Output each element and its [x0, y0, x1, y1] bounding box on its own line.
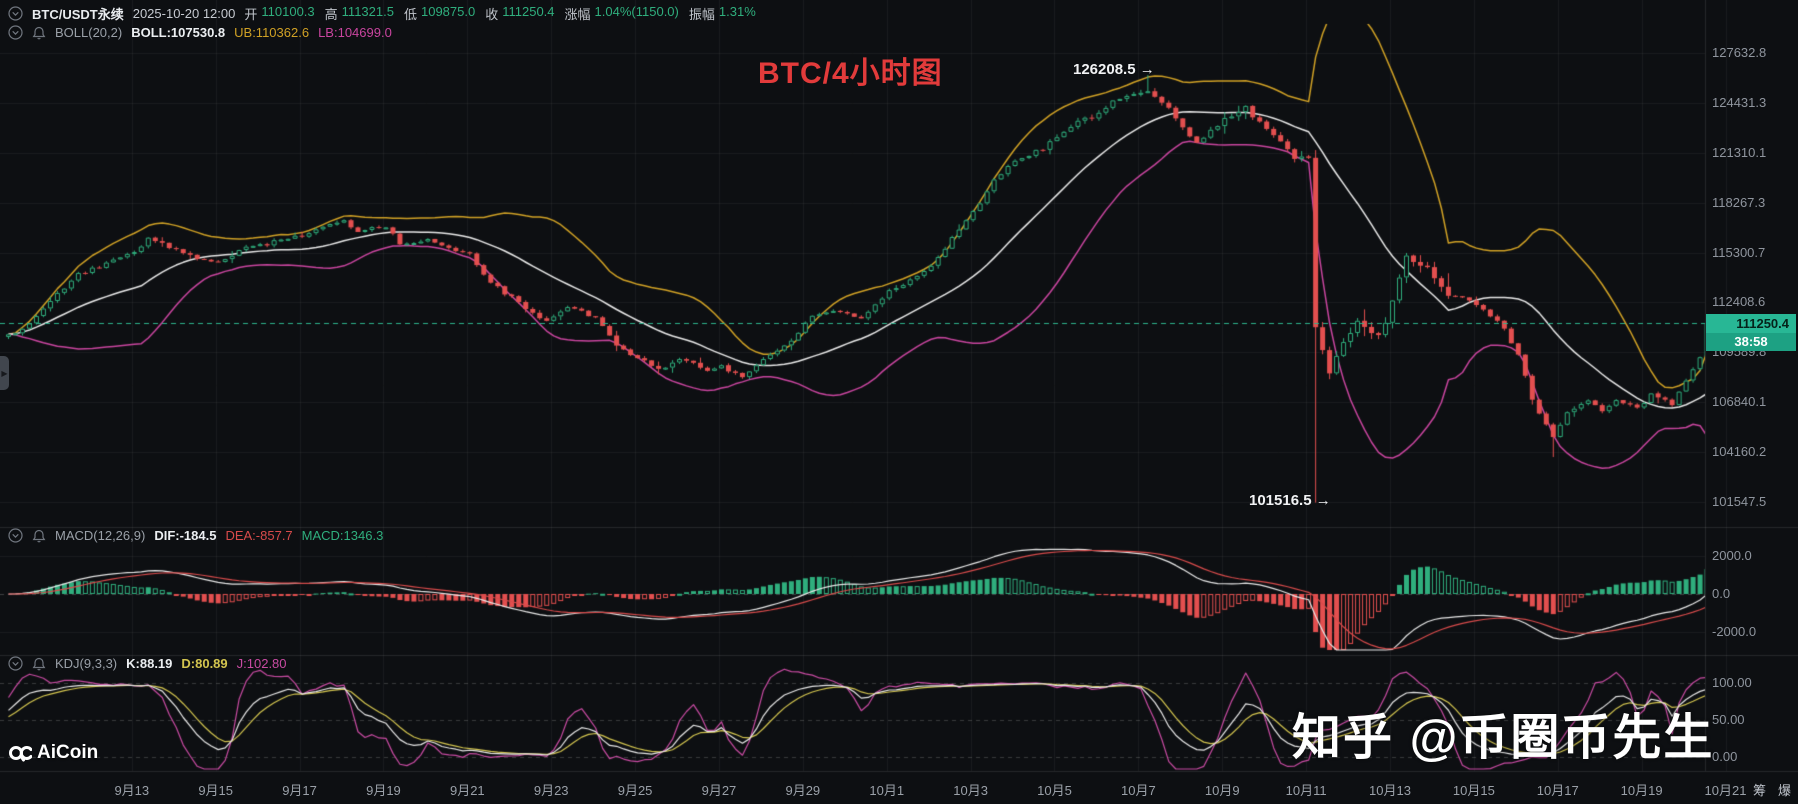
last-price-tag[interactable]: 111250.4: [1706, 313, 1796, 333]
ohlc-field-value: 1.04%(1150.0): [594, 4, 679, 19]
left-panel-handle[interactable]: ▶: [0, 356, 9, 390]
macd-axis-label: 0.0: [1712, 586, 1731, 601]
ohlc-field-label: 振幅: [688, 7, 715, 22]
kdj-axis-label: 0.00: [1712, 749, 1738, 764]
time-axis-label: 9月13: [114, 783, 150, 798]
kdj-legend: KDJ(9,3,3) K:88.19 D:80.89 J:102.80: [8, 656, 287, 671]
ohlc-field-value: 1.31%: [718, 4, 756, 19]
ohlc-field: 低 109875.0: [404, 4, 475, 23]
ohlc-field: 高 111321.5: [325, 4, 394, 23]
time-axis-label: 10月15: [1452, 783, 1495, 798]
price-axis-label: 112408.6: [1712, 294, 1766, 310]
ohlc-field-value: 109875.0: [420, 4, 476, 19]
time-axis-label: 10月7: [1121, 783, 1156, 798]
ohlc-field: 涨幅 1.04%(1150.0): [565, 4, 679, 23]
ohlc-field-value: 110100.3: [261, 4, 315, 19]
macd-dea-value: DEA:-857.7: [225, 528, 293, 543]
macd-legend: MACD(12,26,9) DIF:-184.5 DEA:-857.7 MACD…: [8, 528, 383, 543]
time-axis-label: 9月21: [449, 783, 485, 798]
collapse-chevron-icon[interactable]: [8, 25, 23, 40]
price-axis-label: 118267.3: [1712, 194, 1766, 210]
chart-title: BTC/4小时图: [758, 57, 943, 90]
ohlc-field-label: 开: [244, 7, 258, 22]
kdj-axis-label: 50.00: [1712, 712, 1745, 727]
aicoin-logo: AiCoin: [8, 742, 98, 764]
time-axis-label: 10月3: [953, 783, 988, 798]
alert-bell-icon[interactable]: [32, 657, 46, 671]
collapse-chevron-icon[interactable]: [8, 656, 23, 671]
chips-distribution-button[interactable]: 筹: [1753, 783, 1767, 798]
kdj-k-value: K:88.19: [126, 656, 173, 671]
time-axis-label: 10月11: [1285, 783, 1327, 798]
ohlc-legend: BTC/USDT永续 2025-10-20 12:00 开 110100.3 高…: [8, 4, 756, 23]
price-axis-label: 115300.7: [1712, 244, 1766, 260]
watermark: 知乎 @币圈币先生: [1292, 711, 1715, 765]
kdj-axis-label: 100.00: [1712, 675, 1752, 690]
aicoin-logo-icon: [8, 743, 32, 763]
candle-countdown-tag: 38:58: [1706, 332, 1796, 351]
macd-dif-value: DIF:-184.5: [154, 528, 217, 543]
time-axis-label: 9月23: [533, 783, 569, 798]
symbol-label[interactable]: BTC/USDT永续: [32, 7, 124, 22]
time-axis-label: 10月1: [869, 783, 905, 798]
ohlc-field-label: 收: [485, 7, 499, 22]
macd-axis-label: 2000.0: [1712, 548, 1752, 563]
collapse-chevron-icon[interactable]: [8, 6, 23, 21]
kdj-indicator-name[interactable]: KDJ(9,3,3): [55, 656, 118, 671]
ohlc-field: 开 110100.3: [244, 4, 314, 23]
ohlc-field-value: 111321.5: [341, 4, 394, 19]
collapse-chevron-icon[interactable]: [8, 528, 23, 543]
time-axis-label: 10月9: [1204, 783, 1240, 798]
datetime-label: 2025-10-20 12:00: [132, 6, 236, 21]
price-axis-label: 101547.5: [1712, 494, 1767, 509]
time-axis-label: 9月15: [198, 783, 234, 798]
macd-indicator-name[interactable]: MACD(12,26,9): [55, 528, 146, 543]
alert-bell-icon[interactable]: [32, 26, 46, 40]
price-axis-label: 127632.8: [1712, 45, 1767, 60]
boll-ub-value: UB:110362.6: [234, 25, 310, 40]
price-axis-label: 121310.1: [1712, 144, 1767, 160]
annotation-marked-high: 126208.5 →: [1073, 61, 1155, 78]
boll-legend: BOLL(20,2) BOLL:107530.8 UB:110362.6 LB:…: [8, 25, 392, 40]
liquidation-button[interactable]: 爆: [1778, 783, 1792, 798]
aicoin-logo-text: AiCoin: [37, 742, 99, 763]
time-axis-label: 10月17: [1536, 783, 1579, 798]
ohlc-field: 收 111250.4: [485, 4, 554, 23]
kdj-j-value: J:102.80: [236, 656, 287, 671]
ohlc-field-value: 111250.4: [502, 4, 555, 19]
ohlc-field: 振幅 1.31%: [689, 4, 756, 23]
macd-hist-value: MACD:1346.3: [301, 528, 384, 543]
time-axis-label: 10月13: [1369, 783, 1411, 798]
alert-bell-icon[interactable]: [32, 529, 46, 543]
time-axis-label: 9月17: [282, 783, 317, 798]
time-axis-label: 10月21: [1704, 783, 1747, 798]
price-axis-label: 104160.2: [1712, 444, 1767, 460]
ohlc-field-label: 涨幅: [564, 7, 591, 22]
time-axis-label: 9月29: [785, 783, 821, 798]
ohlc-field-label: 高: [324, 7, 338, 22]
time-axis-label: 10月19: [1620, 783, 1663, 798]
price-axis-label: 106840.1: [1712, 394, 1767, 410]
ohlc-field-label: 低: [403, 7, 417, 22]
time-axis-label: 9月25: [617, 783, 653, 798]
time-axis-label: 9月27: [701, 783, 737, 798]
boll-indicator-name[interactable]: BOLL(20,2): [55, 25, 123, 40]
boll-lb-value: LB:104699.0: [318, 25, 392, 40]
macd-axis-label: -2000.0: [1712, 624, 1757, 639]
boll-mid-value: BOLL:107530.8: [131, 25, 226, 40]
annotation-marked-low: 101516.5 →: [1249, 492, 1331, 509]
price-axis-label: 124431.3: [1712, 94, 1767, 110]
time-axis-label: 10月5: [1037, 783, 1072, 798]
ohlc-fields: 开 110100.3 高 111321.5 低 109875.0 收 11125…: [244, 4, 755, 23]
time-axis-label: 9月19: [366, 783, 401, 798]
kdj-d-value: D:80.89: [181, 656, 228, 671]
